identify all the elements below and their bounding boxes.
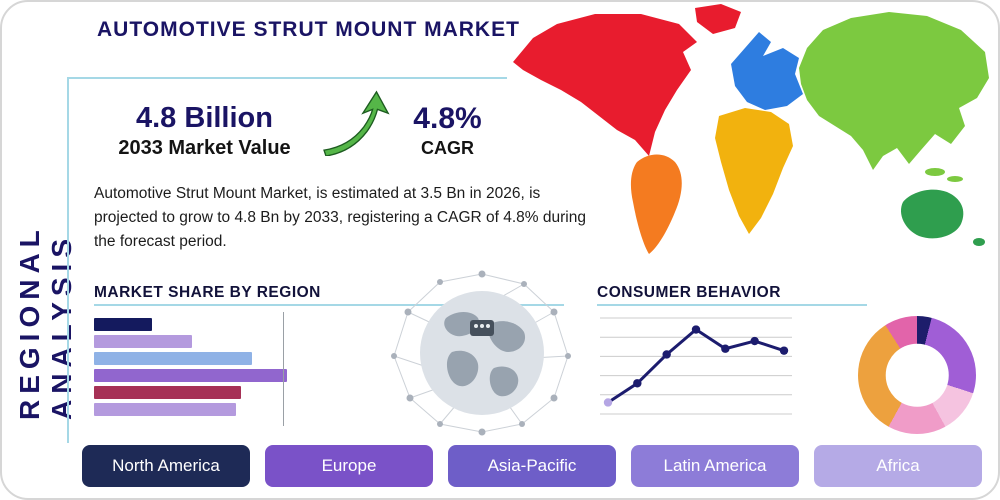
map-sea-islands-1 (925, 168, 945, 176)
region-share-bar (94, 352, 252, 365)
map-greenland (695, 4, 741, 34)
region-share-bar (94, 369, 288, 382)
market-value-caption: 2033 Market Value (118, 137, 291, 159)
region-button-north-america[interactable]: North America (82, 445, 250, 487)
consumer-behavior-line-chart-wrap (600, 312, 792, 422)
map-new-zealand (973, 238, 985, 246)
consumer-behavior-heading: CONSUMER BEHAVIOR (597, 284, 781, 301)
consumer-behavior-line-chart (600, 317, 792, 415)
region-share-bar (94, 403, 237, 416)
consumer-behavior-underline (597, 304, 867, 306)
map-north-america (513, 14, 697, 156)
world-map-illustration (507, 4, 998, 264)
map-sea-islands-2 (947, 176, 963, 182)
region-buttons-row: North America Europe Asia-Pacific Latin Ame… (82, 445, 982, 487)
market-share-heading: MARKET SHARE BY REGION (94, 284, 321, 301)
region-button-europe[interactable]: Europe (265, 445, 433, 487)
map-africa (715, 108, 793, 234)
region-button-asia-pacific[interactable]: Asia-Pacific (448, 445, 616, 487)
bar-chart-axis-line (282, 312, 284, 426)
market-description: Automotive Strut Mount Market, is estima… (94, 185, 586, 251)
page-title: AUTOMOTIVE STRUT MOUNT MARKET (97, 18, 520, 41)
market-share-underline (94, 304, 564, 306)
globe-network-illustration (382, 268, 582, 438)
regional-donut-chart (858, 316, 976, 434)
growth-arrow-icon (320, 88, 398, 157)
cagr-number: 4.8% (413, 102, 482, 135)
market-share-bar-chart (94, 312, 316, 426)
cagr-caption: CAGR (421, 138, 474, 158)
cagr-stat: 4.8% CAGR (400, 102, 495, 159)
donut-hole (885, 343, 949, 407)
region-share-bar (94, 318, 152, 331)
map-asia (799, 12, 989, 170)
content-panel-frame (67, 77, 507, 443)
region-button-latin-america[interactable]: Latin America (631, 445, 799, 487)
map-europe (731, 32, 803, 110)
region-button-africa[interactable]: Africa (814, 445, 982, 487)
market-value-stat: 4.8 Billion 2033 Market Value (97, 102, 312, 160)
map-australia (900, 189, 964, 239)
map-south-america (630, 154, 682, 254)
region-share-bar (94, 335, 192, 348)
market-value-number: 4.8 Billion (136, 102, 273, 134)
region-share-bar (94, 386, 241, 399)
